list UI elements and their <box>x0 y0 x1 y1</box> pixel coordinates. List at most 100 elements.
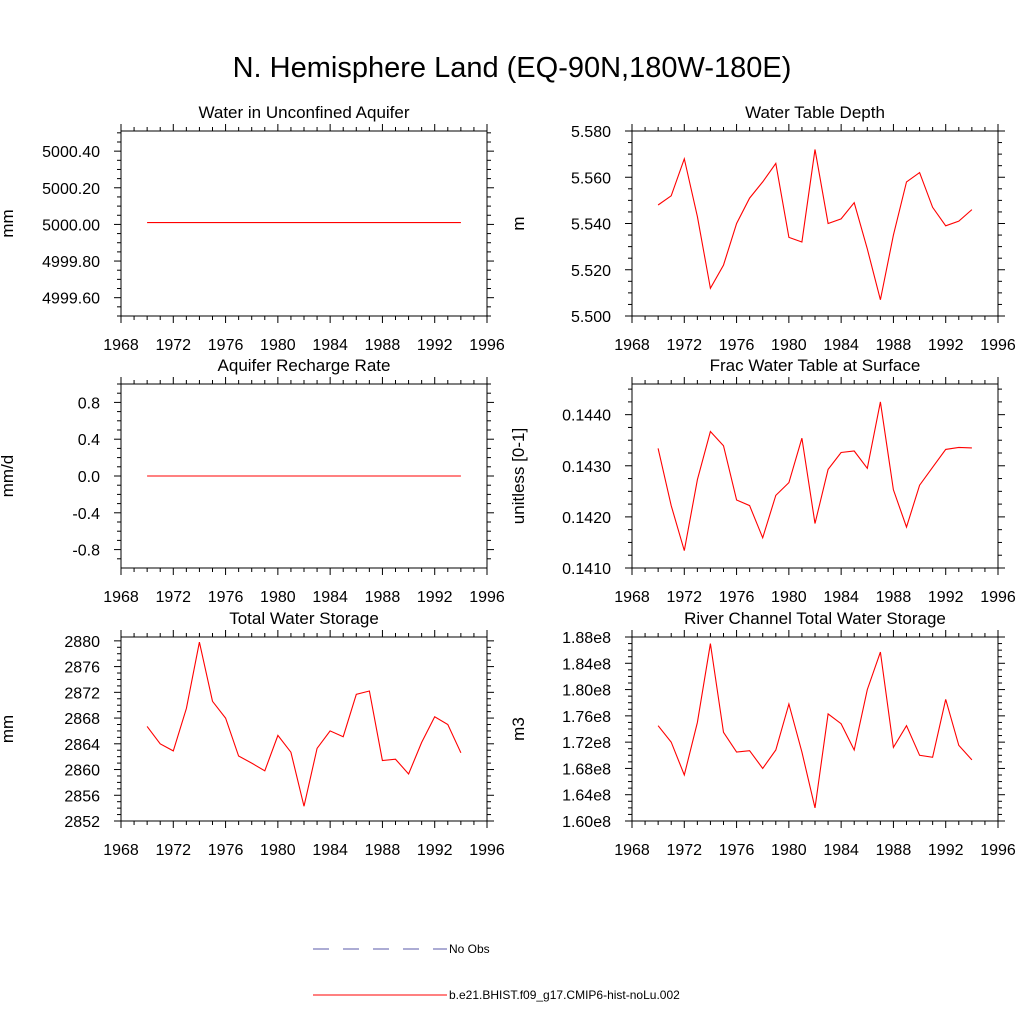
y-tick-label: 0.1440 <box>562 408 611 425</box>
y-tick-label: 5.580 <box>571 124 611 141</box>
x-tick-label: 1980 <box>771 337 807 354</box>
x-tick-label: 1972 <box>155 842 191 859</box>
y-axis-label: m3 <box>509 717 528 741</box>
y-tick-label: 5000.20 <box>42 181 100 198</box>
plot-frame <box>631 383 999 569</box>
y-tick-label: 2860 <box>64 763 100 780</box>
y-tick-label: 4999.60 <box>42 291 100 308</box>
series-line <box>146 641 462 807</box>
x-tick-label: 1988 <box>876 842 912 859</box>
x-tick-label: 1988 <box>365 337 401 354</box>
x-tick-label: 1980 <box>260 842 296 859</box>
y-tick-label: -0.8 <box>72 543 100 560</box>
x-tick-label: 1972 <box>155 337 191 354</box>
y-axis-label: mm <box>0 209 17 237</box>
x-tick-label: 1980 <box>260 589 296 606</box>
y-axis-label: m <box>509 216 528 230</box>
chart-panel-3: Aquifer Recharge Rate 1968 1972 1976 1980 198… <box>0 356 505 606</box>
x-tick-label: 1968 <box>103 842 139 859</box>
x-tick-label: 1980 <box>260 337 296 354</box>
y-tick-label: 5.520 <box>571 263 611 280</box>
y-tick-label: 1.80e8 <box>562 683 611 700</box>
x-tick-label: 1984 <box>312 337 348 354</box>
x-tick-label: 1972 <box>666 337 702 354</box>
x-tick-label: 1984 <box>312 842 348 859</box>
y-axis-label: mm <box>0 715 17 743</box>
series-line <box>657 149 973 300</box>
y-axis-label: mm/d <box>0 455 17 498</box>
y-tick-label: 1.76e8 <box>562 709 611 726</box>
x-tick-label: 1968 <box>614 842 650 859</box>
chart-panel-6: River Channel Total Water Storage 1968 197… <box>509 609 1016 859</box>
legend-label-no-obs: No Obs <box>449 942 490 956</box>
x-tick-label: 1984 <box>312 589 348 606</box>
x-tick-label: 1988 <box>876 589 912 606</box>
x-tick-label: 1976 <box>208 842 244 859</box>
x-tick-label: 1976 <box>719 337 755 354</box>
panel-title: Water Table Depth <box>745 103 885 122</box>
y-tick-label: 2868 <box>64 711 100 728</box>
x-tick-label: 1988 <box>365 589 401 606</box>
panel-title: Water in Unconfined Aquifer <box>198 103 409 122</box>
x-tick-label: 1980 <box>771 589 807 606</box>
x-tick-label: 1968 <box>614 337 650 354</box>
y-tick-label: 5000.40 <box>42 144 100 161</box>
x-tick-label: 1992 <box>928 842 964 859</box>
x-tick-label: 1984 <box>823 842 859 859</box>
x-tick-label: 1992 <box>928 337 964 354</box>
x-tick-label: 1976 <box>719 589 755 606</box>
y-tick-label: 2856 <box>64 788 100 805</box>
x-tick-label: 1972 <box>666 589 702 606</box>
y-tick-label: 2876 <box>64 660 100 677</box>
panel-title: Frac Water Table at Surface <box>710 356 921 375</box>
y-tick-label: 0.4 <box>78 432 100 449</box>
y-tick-label: 2852 <box>64 814 100 831</box>
x-tick-label: 1968 <box>103 337 139 354</box>
series-line <box>657 643 973 809</box>
plot-frame <box>631 636 999 822</box>
plot-frame <box>120 636 488 822</box>
x-tick-label: 1992 <box>417 337 453 354</box>
y-tick-label: -0.4 <box>72 506 100 523</box>
y-axis-label: unitless [0-1] <box>509 428 528 524</box>
y-tick-label: 1.60e8 <box>562 814 611 831</box>
y-tick-label: 0.0 <box>78 469 100 486</box>
y-tick-label: 5.560 <box>571 170 611 187</box>
x-tick-label: 1968 <box>614 589 650 606</box>
panel-title: River Channel Total Water Storage <box>684 609 946 628</box>
x-tick-label: 1996 <box>469 589 505 606</box>
x-tick-label: 1996 <box>469 337 505 354</box>
x-tick-label: 1988 <box>876 337 912 354</box>
y-tick-label: 1.72e8 <box>562 735 611 752</box>
x-tick-label: 1972 <box>155 589 191 606</box>
y-tick-label: 0.1410 <box>562 561 611 578</box>
figure-title: N. Hemisphere Land (EQ-90N,180W-180E) <box>232 52 792 84</box>
y-tick-label: 0.1420 <box>562 510 611 527</box>
panel-title: Total Water Storage <box>229 609 379 628</box>
y-tick-label: 1.88e8 <box>562 630 611 647</box>
x-tick-label: 1996 <box>980 842 1016 859</box>
chart-panel-5: Total Water Storage 1968 1972 1976 1980 1984 1… <box>0 609 505 859</box>
x-tick-label: 1968 <box>103 589 139 606</box>
y-tick-label: 0.8 <box>78 395 100 412</box>
y-tick-label: 2872 <box>64 685 100 702</box>
x-tick-label: 1988 <box>365 842 401 859</box>
y-tick-label: 1.64e8 <box>562 788 611 805</box>
x-tick-label: 1996 <box>469 842 505 859</box>
x-tick-label: 1980 <box>771 842 807 859</box>
x-tick-label: 1972 <box>666 842 702 859</box>
legend <box>313 948 447 996</box>
plot-frame <box>631 130 999 317</box>
x-tick-label: 1996 <box>980 337 1016 354</box>
x-tick-label: 1976 <box>208 337 244 354</box>
series-line <box>657 401 972 551</box>
chart-panel-4: Frac Water Table at Surface 1968 1972 1976 1… <box>509 356 1016 606</box>
plot-frame <box>120 130 488 317</box>
x-tick-label: 1976 <box>719 842 755 859</box>
y-tick-label: 5.540 <box>571 217 611 234</box>
x-tick-label: 1984 <box>823 337 859 354</box>
chart-panel-2: Water Table Depth 1968 1972 1976 1980 1984 198… <box>509 103 1016 354</box>
chart-panel-1: Water in Unconfined Aquifer 1968 1972 1976 1… <box>0 103 505 354</box>
y-tick-label: 5000.00 <box>42 217 100 234</box>
